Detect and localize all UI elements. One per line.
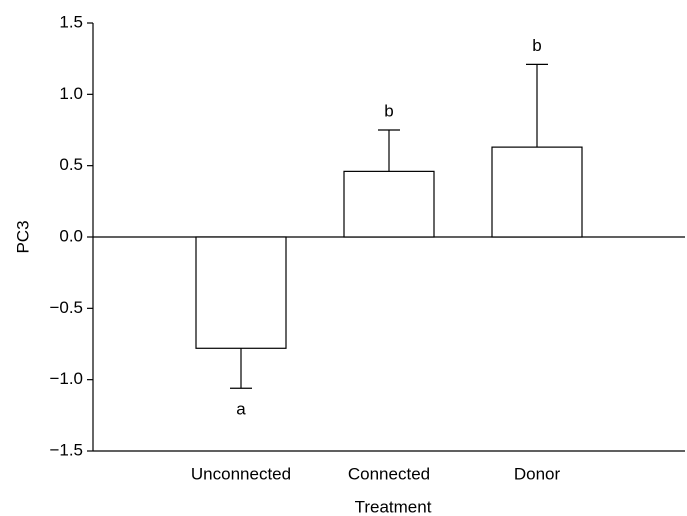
y-tick-label: −1.5 (49, 440, 83, 459)
y-tick-label: −0.5 (49, 298, 83, 317)
bar (195, 236, 287, 349)
x-tick-label: Donor (514, 464, 561, 483)
y-tick-label: 1.5 (59, 12, 83, 31)
x-axis-label: Treatment (355, 497, 432, 516)
x-tick-label: Connected (348, 464, 430, 483)
x-tick-label: Unconnected (191, 464, 291, 483)
annotation: b (532, 36, 541, 55)
y-tick-label: 1.0 (59, 84, 83, 103)
y-axis-label: PC3 (13, 220, 32, 253)
y-tick-label: −1.0 (49, 369, 83, 388)
y-tick-label: 0.0 (59, 226, 83, 245)
bar (491, 146, 583, 238)
y-tick-label: 0.5 (59, 155, 83, 174)
bar (343, 170, 435, 238)
annotation: b (384, 101, 393, 120)
annotation: a (236, 400, 246, 419)
